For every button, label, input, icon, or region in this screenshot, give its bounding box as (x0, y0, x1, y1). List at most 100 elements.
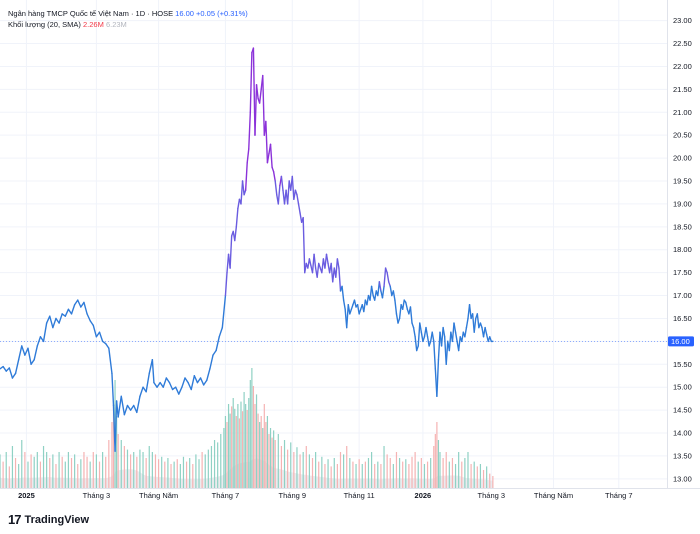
volume-bar (296, 447, 298, 488)
volume-bar (120, 440, 122, 488)
price-segment (24, 347, 29, 356)
volume-bar (39, 461, 42, 488)
volume-bar (417, 461, 419, 488)
volume-bar (392, 464, 394, 488)
volume-bar (21, 440, 23, 488)
tradingview-logo-icon: 17 (8, 512, 22, 527)
price-segment (52, 317, 57, 329)
volume-bar (254, 404, 256, 488)
price-segment (89, 320, 94, 327)
volume-bar (123, 446, 125, 488)
volume-bar (36, 452, 38, 488)
volume-bar (383, 446, 385, 488)
volume-bar (77, 464, 79, 488)
price-segment (241, 180, 245, 196)
price-segment (347, 304, 351, 315)
price-segment (473, 317, 477, 333)
y-tick-label: 15.00 (673, 383, 692, 392)
price-segment (196, 377, 202, 384)
volume-bar (461, 461, 463, 488)
price-segment (8, 367, 14, 379)
x-tick-label: Tháng Năm (534, 491, 573, 500)
volume-bar (358, 459, 360, 488)
price-segment (302, 216, 306, 274)
price-segment (277, 184, 281, 205)
price-axis[interactable]: 23.00 22.50 22.00 21.50 21.00 20.50 20.00 19.50… (673, 16, 692, 483)
volume-bar (290, 442, 292, 488)
price-segment (42, 322, 48, 343)
y-tick-label: 21.50 (673, 85, 692, 94)
volume-bar (241, 411, 244, 488)
price-segment (370, 285, 374, 297)
volume-bar (349, 458, 351, 488)
volume-bar (220, 434, 222, 488)
volume-bar (346, 446, 348, 488)
volume-bar (420, 458, 422, 488)
volume-bars (0, 368, 494, 488)
volume-bar (302, 452, 304, 488)
volume-bar (402, 461, 404, 488)
price-segment (139, 386, 144, 398)
price-segment (168, 381, 174, 391)
y-tick-label: 14.00 (673, 429, 692, 438)
time-axis[interactable]: 2025 Tháng 3 Tháng Năm Tháng 7 Tháng 9 Tháng … (18, 491, 632, 500)
volume-bar (339, 452, 342, 488)
price-segment (156, 381, 161, 388)
price-segment (86, 313, 91, 322)
volume-bar (492, 476, 494, 488)
price-segment (126, 404, 132, 411)
volume-bar (237, 404, 239, 488)
volume-bar (352, 461, 354, 488)
price-segment (426, 336, 430, 347)
symbol-legend-row[interactable]: Ngân hàng TMCP Quốc tế Việt Nam · 1D · H… (8, 8, 248, 19)
price-segment (363, 299, 367, 313)
volume-legend-row[interactable]: Khối lượng (20, SMA) 2.26M 6.23M (8, 19, 248, 30)
volume-bar (24, 452, 26, 488)
price-segment (221, 294, 227, 329)
volume-bar (280, 446, 283, 488)
volume-bar (470, 464, 472, 488)
volume-bar (293, 452, 295, 488)
y-tick-label: 20.00 (673, 154, 692, 163)
price-segment (398, 304, 402, 320)
price-segment (114, 400, 118, 453)
price-segment (422, 336, 426, 343)
price-segment (341, 285, 345, 301)
volume-bar (2, 461, 4, 488)
last-price: 16.00 (175, 9, 194, 18)
y-tick-label: 17.00 (673, 291, 692, 300)
price-segment (202, 379, 208, 386)
y-tick-label: 19.50 (673, 176, 692, 185)
price-segment (356, 304, 360, 315)
price-segment (417, 322, 421, 347)
price-segment (318, 262, 321, 269)
volume-bar (324, 464, 326, 488)
volume-bar (234, 408, 236, 488)
price-segment (95, 331, 101, 338)
price-segment (215, 336, 220, 352)
volume-indicator-label: Khối lượng (20, SMA) (8, 20, 81, 29)
volume-bar (11, 446, 14, 488)
volume-bar (343, 454, 345, 488)
tradingview-brand[interactable]: 17 TradingView (8, 512, 89, 527)
volume-bar (249, 380, 251, 488)
volume-bar (170, 464, 172, 488)
volume-bar (130, 454, 132, 488)
volume-bar (389, 458, 391, 488)
volume-bar (283, 440, 286, 488)
price-segment (428, 340, 432, 347)
price-segment (461, 331, 465, 343)
volume-bar (265, 422, 267, 488)
y-tick-label: 18.00 (673, 245, 692, 254)
price-segment (442, 326, 446, 338)
price-segment (433, 340, 437, 370)
volume-bar (33, 456, 35, 488)
price-segment (199, 377, 205, 386)
volume-bar (108, 440, 110, 488)
last-price-badge: 16.00 (668, 336, 694, 347)
price-segment (378, 281, 382, 292)
price-segment (258, 88, 262, 104)
price-segment (265, 120, 269, 164)
volume-bar (448, 461, 450, 488)
